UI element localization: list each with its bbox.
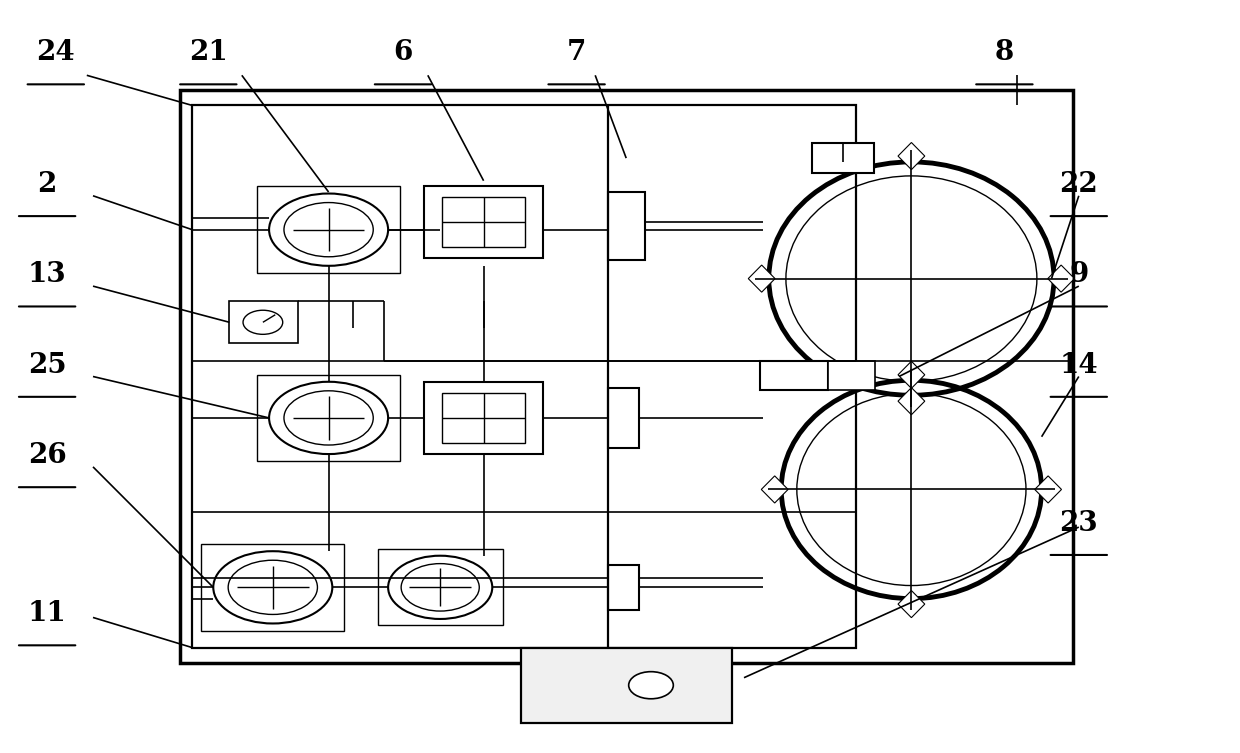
Text: 14: 14 — [1059, 352, 1099, 379]
Text: 21: 21 — [188, 39, 228, 66]
Bar — [441, 197, 526, 248]
Circle shape — [284, 203, 373, 257]
Circle shape — [269, 194, 388, 266]
Polygon shape — [1034, 476, 1061, 503]
Bar — [424, 186, 543, 258]
Polygon shape — [1048, 265, 1075, 292]
Text: 23: 23 — [1059, 510, 1099, 537]
Text: 13: 13 — [27, 261, 67, 288]
Bar — [180, 90, 1073, 663]
Bar — [608, 192, 645, 260]
Bar — [760, 361, 828, 390]
Bar — [229, 301, 298, 343]
Text: 11: 11 — [27, 600, 67, 627]
Polygon shape — [761, 476, 789, 503]
Bar — [441, 392, 526, 444]
Polygon shape — [898, 361, 925, 389]
Text: 24: 24 — [36, 39, 76, 66]
Bar — [201, 544, 345, 631]
Bar — [828, 361, 875, 390]
Text: 8: 8 — [994, 39, 1014, 66]
Circle shape — [629, 672, 673, 699]
Bar — [424, 382, 543, 454]
Bar — [608, 565, 639, 610]
Polygon shape — [898, 142, 925, 169]
Text: 2: 2 — [37, 171, 57, 198]
Text: 26: 26 — [27, 442, 67, 469]
Bar — [521, 648, 732, 723]
Circle shape — [243, 310, 283, 334]
Circle shape — [213, 551, 332, 623]
Circle shape — [402, 563, 479, 611]
Polygon shape — [748, 265, 775, 292]
Bar — [812, 143, 874, 173]
Circle shape — [269, 382, 388, 454]
Text: 6: 6 — [393, 39, 413, 66]
Polygon shape — [898, 590, 925, 617]
Text: 9: 9 — [1069, 261, 1089, 288]
Bar — [608, 388, 639, 448]
Circle shape — [284, 391, 373, 445]
Bar — [257, 374, 401, 462]
Circle shape — [228, 560, 317, 614]
Text: 22: 22 — [1059, 171, 1099, 198]
Text: 25: 25 — [27, 352, 67, 379]
Bar — [192, 105, 856, 648]
Bar — [257, 186, 401, 273]
Polygon shape — [898, 388, 925, 415]
Bar — [378, 550, 502, 625]
Text: 7: 7 — [567, 39, 587, 66]
Circle shape — [388, 556, 492, 619]
